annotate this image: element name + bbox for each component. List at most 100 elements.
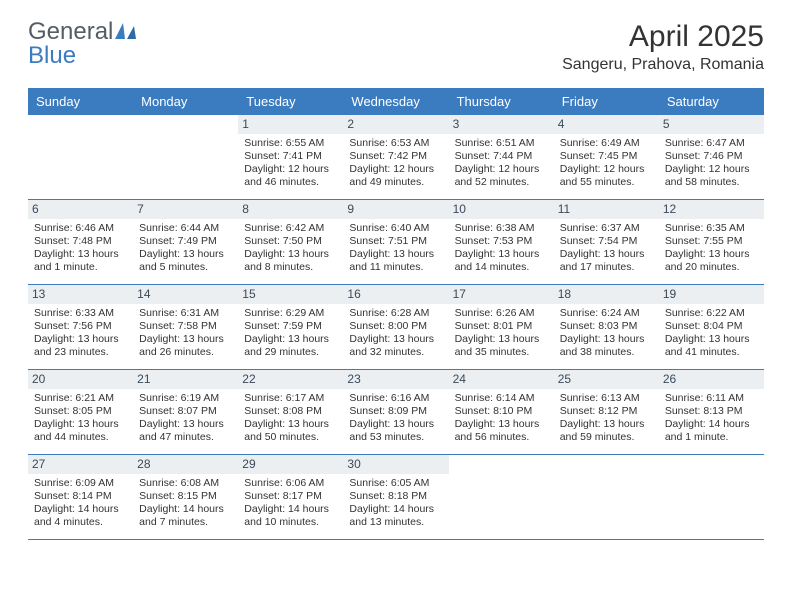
day-cell (133, 115, 238, 199)
title-block: April 2025 Sangeru, Prahova, Romania (562, 20, 764, 74)
daylight-text-2: and 29 minutes. (244, 346, 337, 359)
sunset-text: Sunset: 8:03 PM (560, 320, 653, 333)
day-cell: 13Sunrise: 6:33 AMSunset: 7:56 PMDayligh… (28, 285, 133, 369)
day-number: 15 (238, 285, 343, 304)
sunrise-text: Sunrise: 6:38 AM (455, 222, 548, 235)
sunset-text: Sunset: 7:51 PM (349, 235, 442, 248)
sunset-text: Sunset: 8:08 PM (244, 405, 337, 418)
day-number: 23 (343, 370, 448, 389)
daylight-text-1: Daylight: 13 hours (560, 418, 653, 431)
weekday-header: Monday (133, 88, 238, 115)
day-number: 24 (449, 370, 554, 389)
day-number: 16 (343, 285, 448, 304)
day-cell: 24Sunrise: 6:14 AMSunset: 8:10 PMDayligh… (449, 370, 554, 454)
daylight-text-1: Daylight: 14 hours (244, 503, 337, 516)
daylight-text-2: and 44 minutes. (34, 431, 127, 444)
sunrise-text: Sunrise: 6:35 AM (665, 222, 758, 235)
sunrise-text: Sunrise: 6:21 AM (34, 392, 127, 405)
sunset-text: Sunset: 7:42 PM (349, 150, 442, 163)
day-cell: 15 Sunrise: 6:29 AMSunset: 7:59 PMDayligh… (238, 285, 343, 369)
week-row: 1Sunrise: 6:55 AMSunset: 7:41 PMDaylight… (28, 115, 764, 200)
sunset-text: Sunset: 8:12 PM (560, 405, 653, 418)
sunset-text: Sunset: 7:59 PM (244, 320, 337, 333)
day-cell: 3Sunrise: 6:51 AMSunset: 7:44 PMDaylight… (449, 115, 554, 199)
daylight-text-1: Daylight: 13 hours (244, 248, 337, 261)
day-cell: 19Sunrise: 6:22 AMSunset: 8:04 PMDayligh… (659, 285, 764, 369)
day-cell: 16Sunrise: 6:28 AMSunset: 8:00 PMDayligh… (343, 285, 448, 369)
daylight-text-1: Daylight: 13 hours (34, 418, 127, 431)
sunset-text: Sunset: 8:09 PM (349, 405, 442, 418)
sunset-text: Sunset: 8:07 PM (139, 405, 232, 418)
day-number: 22 (238, 370, 343, 389)
daylight-text-2: and 8 minutes. (244, 261, 337, 274)
week-row: 6Sunrise: 6:46 AMSunset: 7:48 PMDaylight… (28, 200, 764, 285)
day-number: 6 (28, 200, 133, 219)
day-cell: 9Sunrise: 6:40 AMSunset: 7:51 PMDaylight… (343, 200, 448, 284)
daylight-text-1: Daylight: 13 hours (244, 418, 337, 431)
week-row: 13Sunrise: 6:33 AMSunset: 7:56 PMDayligh… (28, 285, 764, 370)
sunrise-text: Sunrise: 6:05 AM (349, 477, 442, 490)
sunrise-text: Sunrise: 6:19 AM (139, 392, 232, 405)
day-cell: 26Sunrise: 6:11 AMSunset: 8:13 PMDayligh… (659, 370, 764, 454)
daylight-text-2: and 41 minutes. (665, 346, 758, 359)
daylight-text-1: Daylight: 13 hours (455, 333, 548, 346)
day-number: 8 (238, 200, 343, 219)
sunrise-text: Sunrise: 6:28 AM (349, 307, 442, 320)
sunset-text: Sunset: 7:55 PM (665, 235, 758, 248)
day-cell: 11Sunrise: 6:37 AMSunset: 7:54 PMDayligh… (554, 200, 659, 284)
sunset-text: Sunset: 7:54 PM (560, 235, 653, 248)
daylight-text-1: Daylight: 13 hours (34, 248, 127, 261)
sunset-text: Sunset: 8:18 PM (349, 490, 442, 503)
location-label: Sangeru, Prahova, Romania (562, 56, 764, 74)
sunrise-text: Sunrise: 6:29 AM (244, 307, 337, 320)
daylight-text-1: Daylight: 13 hours (560, 333, 653, 346)
daylight-text-1: Daylight: 13 hours (244, 333, 337, 346)
daylight-text-2: and 7 minutes. (139, 516, 232, 529)
sails-icon (115, 20, 141, 44)
day-number: 7 (133, 200, 238, 219)
daylight-text-2: and 38 minutes. (560, 346, 653, 359)
brand-logo: GeneralBlue (28, 20, 141, 68)
weeks-container: 1Sunrise: 6:55 AMSunset: 7:41 PMDaylight… (28, 115, 764, 540)
day-number: 14 (133, 285, 238, 304)
sunset-text: Sunset: 8:04 PM (665, 320, 758, 333)
day-cell: 1Sunrise: 6:55 AMSunset: 7:41 PMDaylight… (238, 115, 343, 199)
day-cell: 18Sunrise: 6:24 AMSunset: 8:03 PMDayligh… (554, 285, 659, 369)
daylight-text-1: Daylight: 14 hours (665, 418, 758, 431)
sunset-text: Sunset: 8:14 PM (34, 490, 127, 503)
day-cell (659, 455, 764, 539)
day-number: 20 (28, 370, 133, 389)
daylight-text-2: and 1 minute. (665, 431, 758, 444)
weekday-header: Thursday (449, 88, 554, 115)
day-number: 13 (28, 285, 133, 304)
day-number: 10 (449, 200, 554, 219)
day-cell: 29Sunrise: 6:06 AMSunset: 8:17 PMDayligh… (238, 455, 343, 539)
day-cell: 8Sunrise: 6:42 AMSunset: 7:50 PMDaylight… (238, 200, 343, 284)
daylight-text-2: and 58 minutes. (665, 176, 758, 189)
daylight-text-2: and 20 minutes. (665, 261, 758, 274)
daylight-text-1: Daylight: 14 hours (139, 503, 232, 516)
daylight-text-2: and 4 minutes. (34, 516, 127, 529)
daylight-text-2: and 55 minutes. (560, 176, 653, 189)
sunrise-text: Sunrise: 6:47 AM (665, 137, 758, 150)
sunrise-text: Sunrise: 6:26 AM (455, 307, 548, 320)
day-cell: 10Sunrise: 6:38 AMSunset: 7:53 PMDayligh… (449, 200, 554, 284)
daylight-text-2: and 35 minutes. (455, 346, 548, 359)
sunset-text: Sunset: 8:15 PM (139, 490, 232, 503)
daylight-text-1: Daylight: 13 hours (139, 333, 232, 346)
weekday-header-row: Sunday Monday Tuesday Wednesday Thursday… (28, 88, 764, 115)
sunrise-text: Sunrise: 6:33 AM (34, 307, 127, 320)
daylight-text-1: Daylight: 13 hours (139, 248, 232, 261)
daylight-text-2: and 49 minutes. (349, 176, 442, 189)
day-cell: 27Sunrise: 6:09 AMSunset: 8:14 PMDayligh… (28, 455, 133, 539)
sunset-text: Sunset: 8:01 PM (455, 320, 548, 333)
sunrise-text: Sunrise: 6:09 AM (34, 477, 127, 490)
daylight-text-1: Daylight: 12 hours (665, 163, 758, 176)
sunrise-text: Sunrise: 6:14 AM (455, 392, 548, 405)
weekday-header: Saturday (659, 88, 764, 115)
day-cell: 7Sunrise: 6:44 AMSunset: 7:49 PMDaylight… (133, 200, 238, 284)
sunset-text: Sunset: 8:13 PM (665, 405, 758, 418)
sunset-text: Sunset: 8:05 PM (34, 405, 127, 418)
sunrise-text: Sunrise: 6:17 AM (244, 392, 337, 405)
daylight-text-1: Daylight: 13 hours (34, 333, 127, 346)
